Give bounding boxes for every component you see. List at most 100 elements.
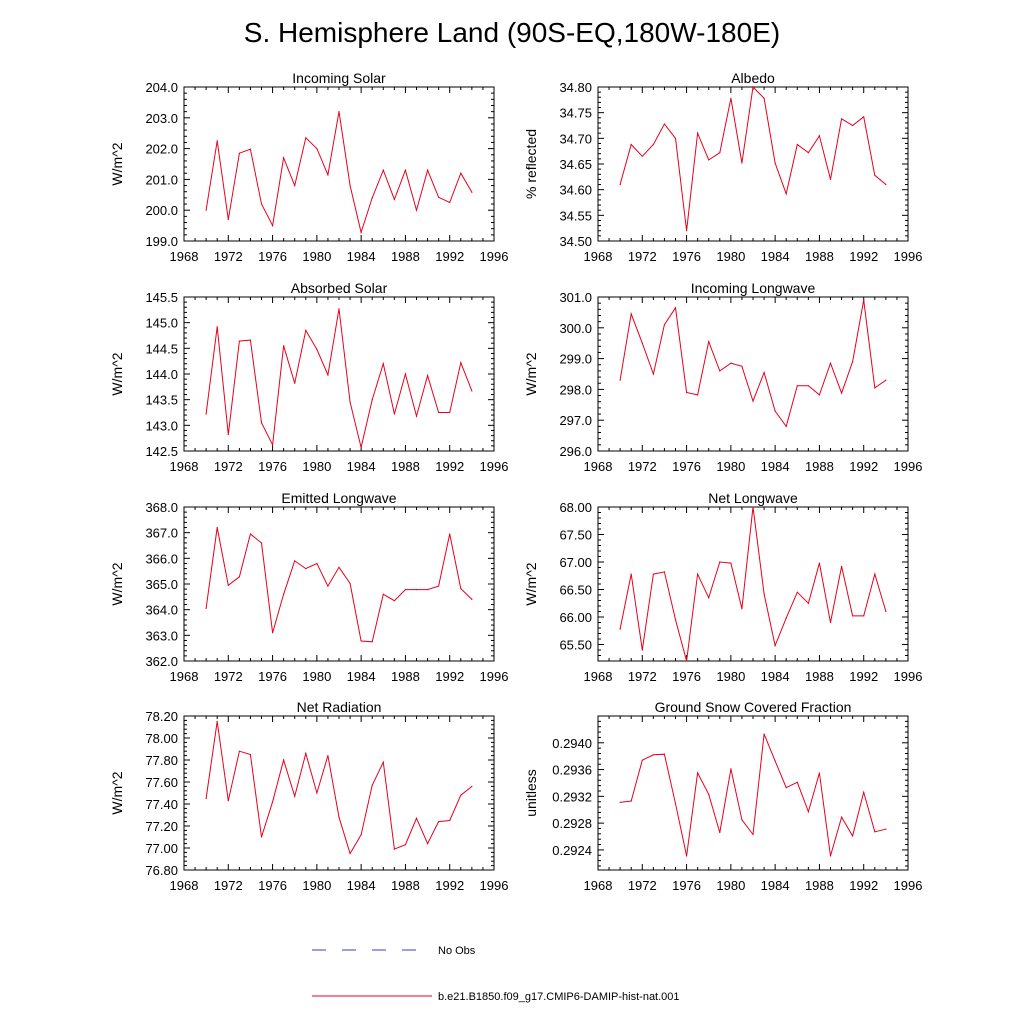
- data-point: [652, 573, 654, 575]
- y-tick-label: 200.0: [145, 203, 178, 218]
- y-ticks: [184, 86, 494, 242]
- data-point: [205, 413, 207, 415]
- data-point: [619, 183, 621, 186]
- y-tick-label: 202.0: [145, 142, 178, 157]
- data-point: [227, 433, 229, 436]
- plot-frame: [597, 86, 909, 242]
- data-point: [874, 831, 876, 833]
- data-point: [260, 542, 263, 544]
- y-tick-label: 67.00: [559, 555, 592, 570]
- data-point: [316, 562, 318, 565]
- y-tick-label: 362.0: [145, 654, 178, 669]
- data-point: [393, 198, 395, 201]
- data-point: [471, 390, 473, 392]
- y-tick-label: 34.70: [559, 131, 592, 146]
- x-tick-label: 1976: [672, 459, 701, 474]
- data-point: [697, 132, 699, 134]
- y-tick-label: 298.0: [559, 382, 592, 397]
- panel-incoming-solar: 1968 1972 1976 1980 1984 1988 1992 1996 199.0 200…: [109, 70, 508, 264]
- data-point: [327, 174, 329, 176]
- data-point: [697, 394, 699, 396]
- x-tick-label: 1996: [480, 669, 509, 684]
- data-point: [426, 843, 429, 845]
- x-tick-label: 1988: [805, 878, 834, 893]
- x-tick-label: 1996: [480, 878, 509, 893]
- data-point: [249, 533, 252, 535]
- data-point: [227, 584, 229, 586]
- data-point: [785, 787, 787, 789]
- data-point: [283, 593, 285, 595]
- x-tick-label: 1992: [849, 669, 878, 684]
- data-point: [663, 571, 666, 573]
- panel-title: Incoming Solar: [292, 70, 386, 86]
- x-tick-label: 1988: [805, 459, 834, 474]
- x-tick-label: 1996: [480, 459, 509, 474]
- data-point: [763, 593, 765, 595]
- data-point: [460, 588, 462, 590]
- data-point: [719, 152, 721, 154]
- data-point: [741, 162, 743, 164]
- data-point: [708, 341, 710, 343]
- x-tick-label: 1980: [302, 249, 331, 264]
- panel-title: Emitted Longwave: [281, 490, 396, 506]
- data-point: [349, 401, 351, 403]
- x-ticks: [183, 507, 495, 661]
- data-point: [471, 785, 473, 788]
- plot-frame: [183, 296, 495, 452]
- data-point: [874, 174, 876, 176]
- x-tick-label: 1984: [761, 669, 790, 684]
- x-tick-label: 1992: [435, 669, 464, 684]
- data-point: [863, 299, 865, 301]
- data-point: [630, 573, 632, 575]
- panel-title: Net Longwave: [708, 490, 798, 506]
- x-tick-label: 1972: [628, 459, 657, 474]
- x-ticks: [597, 507, 909, 661]
- y-axis-label: W/m^2: [109, 142, 125, 185]
- x-ticks: [597, 716, 909, 870]
- data-point: [238, 750, 240, 752]
- data-point: [708, 793, 710, 795]
- data-point: [796, 143, 798, 146]
- x-tick-label: 1968: [584, 669, 613, 684]
- y-tick-label: 143.0: [145, 418, 178, 433]
- data-point: [874, 573, 876, 575]
- data-point: [719, 370, 721, 372]
- y-tick-label: 144.5: [145, 341, 178, 356]
- data-point: [305, 329, 307, 331]
- data-point: [460, 362, 462, 364]
- plot-frame: [597, 715, 909, 871]
- data-point: [294, 382, 296, 384]
- data-point: [730, 362, 732, 364]
- x-tick-label: 1992: [849, 878, 878, 893]
- y-ticks: [598, 86, 908, 242]
- x-tick-label: 1992: [435, 878, 464, 893]
- data-point: [327, 374, 329, 376]
- x-tick-label: 1976: [672, 249, 701, 264]
- x-ticks: [183, 297, 495, 451]
- x-tick-label: 1992: [849, 249, 878, 264]
- y-tick-label: 0.2924: [552, 843, 592, 858]
- data-point: [840, 816, 843, 818]
- y-tick-label: 368.0: [145, 500, 178, 515]
- x-tick-label: 1984: [347, 878, 376, 893]
- data-point: [840, 392, 843, 394]
- data-point: [619, 628, 621, 630]
- data-point: [271, 444, 274, 446]
- data-point: [371, 641, 373, 643]
- data-point: [260, 422, 263, 424]
- data-point: [460, 172, 462, 174]
- data-point: [730, 768, 732, 770]
- y-tick-label: 145.5: [145, 290, 178, 305]
- data-point: [796, 385, 798, 387]
- data-point: [449, 533, 451, 535]
- x-tick-label: 1988: [391, 878, 420, 893]
- data-point: [741, 819, 743, 821]
- x-tick-label: 1988: [391, 459, 420, 474]
- data-point: [641, 759, 643, 761]
- data-point: [641, 649, 643, 651]
- data-point: [393, 413, 395, 415]
- data-point: [885, 828, 887, 830]
- x-tick-label: 1976: [258, 669, 287, 684]
- panel-emitted-longwave: 1968 1972 1976 1980 1984 1988 1992 1996 362.0 363…: [109, 490, 508, 684]
- panel-title: Incoming Longwave: [691, 280, 816, 296]
